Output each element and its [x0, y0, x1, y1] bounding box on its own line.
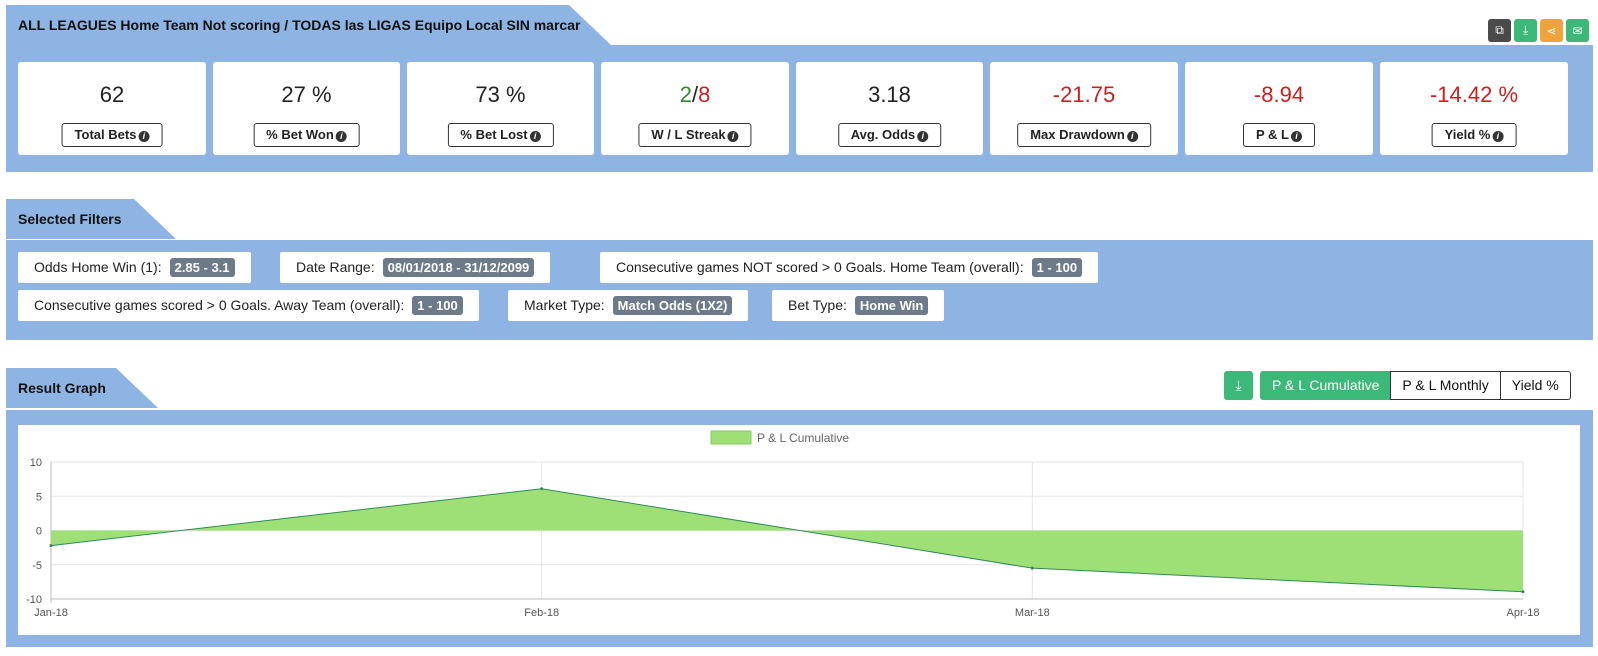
download-icon: ⤓ [1235, 377, 1242, 393]
info-icon: i [335, 131, 347, 142]
data-point [1521, 590, 1525, 594]
filter-chip: Bet Type: Home Win [772, 290, 945, 321]
info-icon: i [529, 131, 541, 142]
filter-value-badge: 1 - 100 [412, 296, 463, 315]
stat-value: -14.42 % [1429, 82, 1519, 107]
y-tick-label: -10 [26, 594, 42, 606]
legend-label: P & L Cumulative [757, 431, 849, 445]
filter-chip: Consecutive games NOT scored > 0 Goals. … [600, 252, 1099, 283]
data-point [49, 544, 53, 548]
summary-header: ALL LEAGUES Home Team Not scoring / TODA… [6, 5, 1593, 45]
stat-value: -8.94 [1253, 82, 1305, 107]
y-tick-label: -5 [32, 560, 42, 572]
email-icon[interactable]: ✉ [1566, 19, 1589, 42]
filter-value-badge: 2.85 - 3.1 [169, 258, 235, 277]
x-tick-label: Apr-18 [1506, 607, 1539, 619]
tab-pl-monthly[interactable]: P & L Monthly [1390, 371, 1501, 400]
filters-title: Selected Filters [6, 199, 176, 239]
win-streak: 2 [679, 82, 692, 107]
stat-label[interactable]: % Bet Lost i [447, 123, 554, 147]
stat-label[interactable]: Avg. Odds i [837, 123, 942, 147]
stat-card-avg-odds: 3.18 Avg. Odds i [796, 62, 983, 155]
info-icon: i [1126, 131, 1138, 142]
filter-value-badge: 1 - 100 [1031, 258, 1083, 277]
stat-card-total-bets: 62 Total Bets i [18, 62, 206, 155]
filter-value-badge: 08/01/2018 - 31/12/2099 [382, 258, 535, 277]
info-icon: i [1492, 131, 1504, 142]
graph-tabs: P & L Cumulative P & L Monthly Yield % [1260, 371, 1571, 400]
stat-label[interactable]: Max Drawdown i [1017, 123, 1151, 147]
stat-label[interactable]: Yield % i [1431, 123, 1517, 147]
stat-label[interactable]: Total Bets i [61, 123, 163, 147]
stat-value: 3.18 [868, 82, 911, 107]
stat-value: -21.75 [1052, 82, 1116, 107]
x-tick-label: Mar-18 [1015, 607, 1050, 619]
stat-value: 62 [99, 82, 125, 107]
series-line [50, 488, 1524, 593]
info-icon: i [1291, 131, 1302, 142]
info-icon: i [917, 131, 929, 142]
filter-chip: Consecutive games scored > 0 Goals. Away… [18, 290, 479, 321]
tab-yield[interactable]: Yield % [1499, 371, 1571, 400]
filter-chip: Market Type: Match Odds (1X2) [508, 290, 749, 321]
stat-value: 73 % [475, 82, 526, 107]
loss-streak: 8 [698, 82, 711, 107]
y-tick-label: 0 [36, 526, 42, 538]
y-tick-label: 5 [36, 491, 42, 503]
stat-card-bet-won: 27 % % Bet Won i [213, 62, 400, 155]
filter-chip: Odds Home Win (1): 2.85 - 3.1 [18, 252, 251, 283]
filter-value-badge: Home Win [854, 296, 929, 315]
series-area [51, 488, 1523, 592]
x-tick-label: Feb-18 [524, 607, 559, 619]
tab-pl-cumulative[interactable]: P & L Cumulative [1260, 371, 1392, 400]
stat-value: 27 % [281, 82, 332, 107]
copy-icon[interactable]: ⧉ [1488, 19, 1511, 42]
share-icon[interactable]: ⋖ [1540, 19, 1563, 42]
stat-card-wl-streak: 2/8 W / L Streak i [601, 62, 789, 155]
stat-card-max-drawdown: -21.75 Max Drawdown i [990, 62, 1178, 155]
stat-card-bet-lost: 73 % % Bet Lost i [407, 62, 594, 155]
info-icon: i [727, 131, 739, 142]
filters-header: Selected Filters [6, 199, 176, 239]
graph-title: Result Graph [6, 368, 158, 408]
page-title: ALL LEAGUES Home Team Not scoring / TODA… [6, 5, 611, 45]
header-actions: ⧉ ⤓ ⋖ ✉ [1488, 19, 1589, 42]
download-icon[interactable]: ⤓ [1514, 19, 1537, 42]
info-icon: i [138, 131, 150, 142]
filters-panel: Odds Home Win (1): 2.85 - 3.1 Date Range:… [6, 240, 1593, 340]
graph-header: Result Graph [6, 368, 158, 408]
legend-swatch [710, 430, 752, 445]
stats-panel: 62 Total Bets i 27 % % Bet Won i 73 % % Be… [6, 45, 1593, 172]
filter-value-badge: Match Odds (1X2) [612, 296, 733, 315]
data-point [1030, 566, 1034, 570]
stat-label[interactable]: % Bet Won i [253, 123, 360, 147]
stat-card-yield: -14.42 % Yield % i [1380, 62, 1568, 155]
data-point [540, 487, 544, 491]
chart-download-button[interactable]: ⤓ [1224, 371, 1253, 400]
stat-value: 2/8 [679, 82, 711, 107]
x-tick-label: Jan-18 [34, 607, 68, 619]
stat-label[interactable]: W / L Streak i [638, 123, 752, 147]
y-tick-label: 10 [30, 457, 42, 469]
chart-container: 10 5 0 -5 -10 Jan-18 Feb-18 Mar-18 Apr-18 P & L C… [18, 425, 1580, 635]
filter-chip: Date Range: 08/01/2018 - 31/12/2099 [280, 252, 551, 283]
